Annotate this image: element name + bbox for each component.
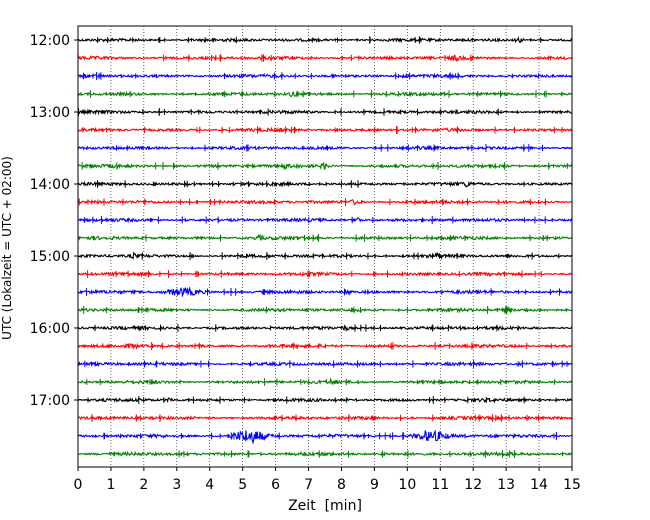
trace-row — [77, 251, 573, 261]
x-tick-label: 8 — [337, 477, 346, 493]
y-tick-label: 15:00 — [30, 249, 70, 265]
y-tick-label: 17:00 — [30, 393, 70, 409]
x-tick-label: 7 — [304, 477, 313, 493]
trace-row — [77, 324, 573, 332]
x-tick-label: 6 — [271, 477, 280, 493]
trace-row — [77, 360, 573, 368]
x-tick-label: 2 — [139, 477, 148, 493]
trace-row — [77, 126, 573, 134]
x-tick-label: 5 — [238, 477, 247, 493]
x-tick-label: 12 — [464, 477, 482, 493]
trace-row — [77, 90, 573, 98]
trace-row — [77, 144, 573, 152]
trace-row — [77, 72, 573, 80]
trace-row — [77, 377, 573, 386]
y-axis-title: UTC (Lokalzeit = UTC + 02:00) — [0, 156, 14, 340]
trace-row — [77, 396, 573, 404]
trace-row — [77, 108, 573, 116]
trace-row — [77, 216, 573, 224]
x-tick-label: 9 — [370, 477, 379, 493]
trace-row — [77, 198, 573, 206]
x-axis-ticks: 0 1 2 3 4 5 6 7 8 9 10 11 12 13 14 15 — [74, 467, 581, 493]
trace-row — [78, 306, 573, 314]
x-tick-label: 1 — [106, 477, 115, 493]
trace-row — [77, 450, 573, 458]
x-axis-title: Zeit [min] — [288, 498, 362, 514]
y-tick-label: 16:00 — [30, 321, 70, 337]
x-tick-label: 10 — [398, 477, 416, 493]
x-tick-label: 15 — [563, 477, 581, 493]
y-axis-ticks: 12:00 13:00 14:00 15:00 16:00 17:00 — [30, 33, 78, 409]
trace-row — [77, 429, 573, 445]
x-tick-label: 3 — [172, 477, 181, 493]
x-tick-label: 14 — [530, 477, 548, 493]
y-tick-label: 14:00 — [30, 177, 70, 193]
y-tick-label: 13:00 — [30, 105, 70, 121]
trace-row — [77, 54, 573, 62]
x-tick-label: 0 — [74, 477, 83, 493]
x-tick-label: 13 — [497, 477, 515, 493]
trace-row — [77, 286, 573, 298]
trace-row — [77, 233, 573, 242]
trace-row — [77, 35, 573, 44]
trace-row — [77, 162, 573, 171]
y-tick-label: 12:00 — [30, 33, 70, 49]
trace-row — [77, 180, 573, 188]
trace-row — [77, 414, 573, 422]
x-tick-label: 11 — [431, 477, 449, 493]
trace-row — [77, 270, 573, 278]
seismogram-traces — [77, 35, 573, 458]
x-tick-label: 4 — [205, 477, 214, 493]
plot-frame — [77, 25, 573, 468]
